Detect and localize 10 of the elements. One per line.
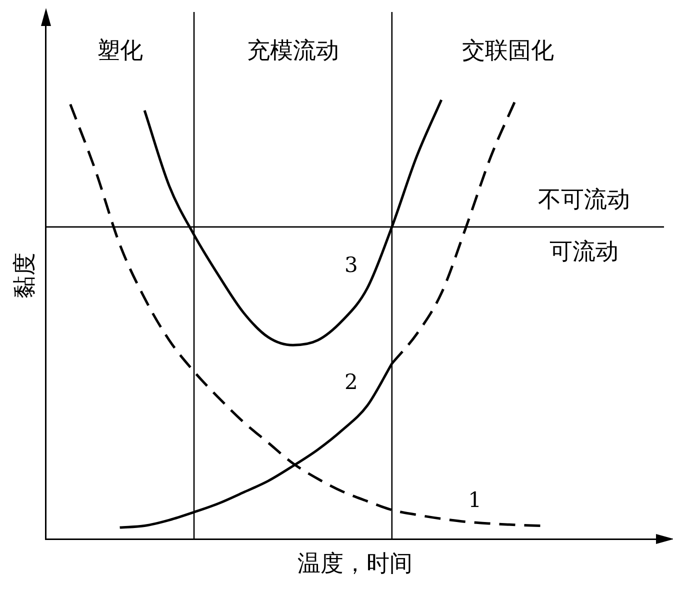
annotation: 可流动 — [550, 238, 618, 265]
series-label: 1 — [468, 488, 482, 512]
y-axis-title: 黏度 — [12, 252, 38, 299]
series-label: 2 — [344, 370, 358, 394]
series-label: 3 — [344, 252, 358, 277]
text: 塑化 — [96, 38, 143, 64]
x-axis-title: 温度，时间 — [297, 551, 412, 578]
text: 充模流动 — [246, 38, 339, 64]
text: 交联固化 — [462, 38, 554, 64]
annotation: 不可流动 — [538, 186, 630, 213]
